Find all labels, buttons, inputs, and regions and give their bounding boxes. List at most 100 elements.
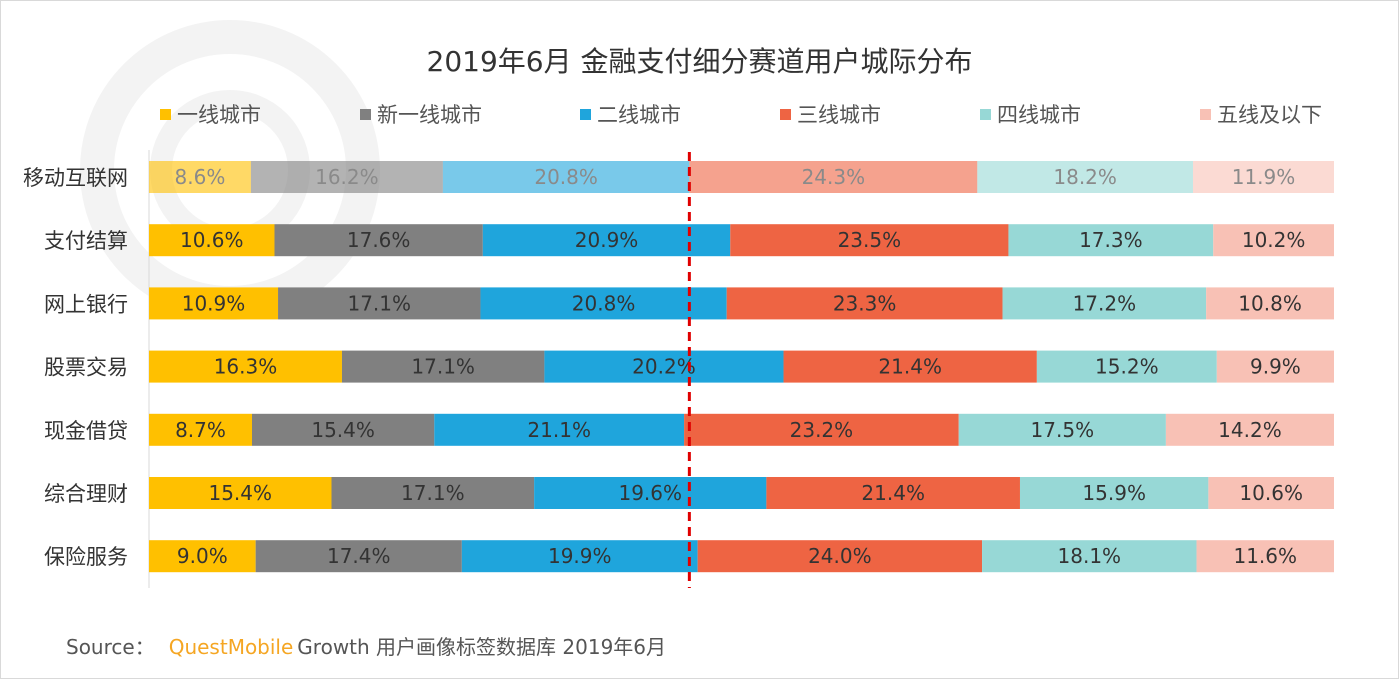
data-label: 10.2%: [1242, 228, 1306, 252]
data-label: 15.2%: [1095, 355, 1159, 379]
bar-segment: [730, 224, 1009, 257]
data-label: 17.3%: [1079, 228, 1143, 252]
bar-segment: [1036, 350, 1217, 383]
legend-item: 一线城市: [160, 99, 261, 129]
data-label: 15.4%: [311, 418, 375, 442]
category-label: 网上银行: [44, 292, 128, 316]
legend-item: 五线及以下: [1200, 99, 1322, 129]
data-label: 24.3%: [802, 165, 866, 189]
data-label: 17.6%: [347, 228, 411, 252]
bar-segment: [958, 413, 1166, 446]
data-label: 10.6%: [1239, 481, 1303, 505]
category-label: 综合理财: [44, 482, 128, 506]
bar-segment: [250, 161, 443, 193]
bar-segment: [149, 224, 275, 257]
data-label: 20.2%: [632, 355, 696, 379]
category-label: 股票交易: [44, 356, 128, 380]
bar-segment: [341, 350, 545, 383]
data-label: 8.6%: [175, 165, 226, 189]
category-label: 现金借贷: [44, 419, 128, 443]
legend-swatch: [360, 108, 371, 120]
bar-segment: [977, 161, 1193, 193]
data-label: 20.8%: [534, 165, 598, 189]
bar-segment: [274, 224, 483, 257]
data-label: 19.9%: [548, 544, 612, 568]
legend-swatch: [580, 108, 591, 120]
data-label: 24.0%: [808, 544, 872, 568]
data-label: 17.4%: [327, 544, 391, 568]
legend-swatch: [780, 108, 791, 120]
bar-segment: [1019, 477, 1209, 509]
data-label: 23.3%: [833, 291, 897, 315]
data-label: 21.1%: [527, 418, 591, 442]
bar-segment: [684, 413, 959, 446]
data-label: 18.1%: [1058, 544, 1122, 568]
data-label: 23.5%: [838, 228, 902, 252]
bar-segment: [1008, 224, 1214, 257]
legend-item: 三线城市: [780, 99, 881, 129]
data-label: 17.1%: [347, 291, 411, 315]
bar-segment: [982, 540, 1197, 573]
source-text: Growth 用户画像标签数据库 2019年6月: [297, 635, 667, 659]
data-label: 14.2%: [1218, 418, 1282, 442]
bar-segment: [1196, 540, 1334, 573]
legend-label: 二线城市: [597, 103, 681, 127]
legend-swatch: [1200, 108, 1211, 120]
chart-title: 2019年6月 金融支付细分赛道用户城际分布: [426, 45, 973, 78]
bar-segment: [1192, 161, 1334, 193]
bar-segment: [149, 477, 332, 509]
bar-segment: [1208, 477, 1334, 509]
bar-segment: [534, 477, 767, 509]
data-label: 18.2%: [1053, 165, 1117, 189]
data-label: 17.2%: [1073, 291, 1137, 315]
legend-label: 一线城市: [177, 103, 261, 127]
data-label: 16.3%: [214, 355, 278, 379]
bar-segment: [461, 540, 698, 573]
category-label: 移动互联网: [23, 166, 128, 190]
category-label: 支付结算: [44, 229, 128, 253]
data-label: 21.4%: [861, 481, 925, 505]
bar-segment: [689, 161, 978, 193]
legend-swatch: [980, 108, 991, 120]
data-label: 11.9%: [1232, 165, 1296, 189]
source-prefix: Source：: [66, 635, 155, 659]
bar-segment: [442, 161, 690, 193]
data-label: 17.5%: [1031, 418, 1095, 442]
data-label: 23.2%: [790, 418, 854, 442]
data-label: 8.7%: [175, 418, 226, 442]
bar-segment: [1216, 350, 1334, 383]
bar-segment: [726, 287, 1003, 320]
legend-item: 四线城市: [980, 99, 1081, 129]
data-label: 10.8%: [1238, 291, 1302, 315]
data-label: 19.6%: [618, 481, 682, 505]
data-label: 17.1%: [401, 481, 465, 505]
legend-item: 新一线城市: [360, 99, 482, 129]
data-label: 11.6%: [1233, 544, 1297, 568]
data-label: 20.8%: [572, 291, 636, 315]
data-label: 15.9%: [1082, 481, 1146, 505]
legend-label: 四线城市: [997, 103, 1081, 127]
bar-segment: [149, 287, 279, 320]
source-brand: QuestMobile: [168, 635, 294, 659]
legend-swatch: [160, 108, 171, 120]
source-note: Source： QuestMobile Growth 用户画像标签数据库 201…: [66, 631, 666, 660]
legend-label: 三线城市: [797, 103, 881, 127]
data-label: 20.9%: [575, 228, 639, 252]
bar-segment: [1206, 287, 1334, 320]
bar-segment: [766, 477, 1020, 509]
category-label: 保险服务: [44, 545, 128, 569]
bar-segment: [1213, 224, 1334, 257]
bar-segment: [149, 540, 256, 573]
data-label: 21.4%: [878, 355, 942, 379]
bar-segment: [697, 540, 983, 573]
bar-segment: [480, 287, 727, 320]
data-label: 9.0%: [177, 544, 228, 568]
legend-label: 新一线城市: [377, 103, 482, 127]
data-label: 10.6%: [180, 228, 244, 252]
bar-segment: [1165, 413, 1334, 446]
legend-item: 二线城市: [580, 99, 681, 129]
bar-segment: [149, 161, 251, 193]
bar-segment: [1002, 287, 1207, 320]
bar-segment: [278, 287, 481, 320]
